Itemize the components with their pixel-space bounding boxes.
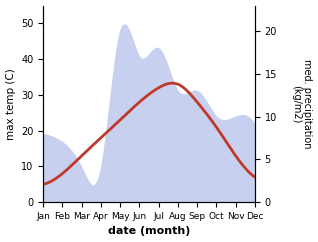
Y-axis label: med. precipitation
(kg/m2): med. precipitation (kg/m2) <box>291 59 313 149</box>
Y-axis label: max temp (C): max temp (C) <box>5 68 16 140</box>
X-axis label: date (month): date (month) <box>108 227 190 236</box>
